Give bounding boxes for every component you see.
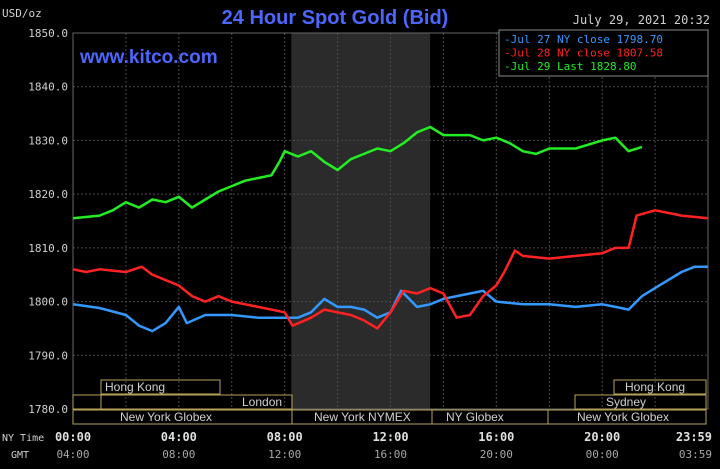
y-tick-label: 1810.0 bbox=[28, 242, 68, 255]
session-ny-globex-3-label: New York Globex bbox=[577, 410, 669, 424]
legend-box bbox=[498, 29, 709, 77]
y-tick-label: 1840.0 bbox=[28, 81, 68, 94]
legend-item: -Jul 27 NY close 1798.70 bbox=[504, 33, 663, 46]
gmt-axis-label: GMT bbox=[11, 450, 29, 461]
ny-time-tick: 23:59 bbox=[676, 430, 712, 444]
chart-title: 24 Hour Spot Gold (Bid) bbox=[222, 7, 449, 29]
session-london-label: London bbox=[242, 395, 282, 409]
gmt-tick: 16:00 bbox=[374, 448, 407, 461]
y-tick-label: 1830.0 bbox=[28, 134, 68, 147]
session-hong-kong-2-label: Hong Kong bbox=[625, 380, 685, 394]
series-line-3 bbox=[72, 125, 643, 220]
gmt-tick: 04:00 bbox=[56, 448, 89, 461]
ny-time-tick: 08:00 bbox=[267, 430, 303, 444]
gmt-tick: 03:59 bbox=[679, 448, 712, 461]
unit-label: USD/oz bbox=[2, 7, 42, 20]
gmt-tick: 00:00 bbox=[586, 448, 619, 461]
ny-time-tick: 20:00 bbox=[584, 430, 620, 444]
session-sydney bbox=[574, 394, 707, 410]
session-ny-nymex-label: New York NYMEX bbox=[314, 410, 411, 424]
ny-time-tick: 00:00 bbox=[55, 430, 91, 444]
y-tick-label: 1800.0 bbox=[28, 296, 68, 309]
session-left-stub bbox=[72, 394, 102, 410]
session-ny-globex-3 bbox=[547, 409, 707, 425]
session-ny-globex-2-label: NY Globex bbox=[446, 410, 504, 424]
grid-lines bbox=[73, 32, 708, 410]
ny-time-axis-label: NY Time bbox=[2, 433, 44, 444]
y-tick-labels: 1850.0 1840.0 1830.0 1820.0 1810.0 1800.0 1790… bbox=[28, 27, 68, 416]
legend-item: -Jul 29 Last 1828.80 bbox=[504, 60, 636, 73]
y-tick-label: 1850.0 bbox=[28, 27, 68, 40]
session-hong-kong-1 bbox=[100, 379, 221, 395]
ny-time-tick: 16:00 bbox=[478, 430, 514, 444]
x-tick-labels: 00:00 04:00 08:00 12:00 16:00 20:00 23:59 04:00… bbox=[55, 430, 712, 461]
session-hong-kong-1-label: Hong Kong bbox=[105, 380, 165, 394]
session-sydney-label: Sydney bbox=[606, 395, 646, 409]
gmt-tick: 12:00 bbox=[268, 448, 301, 461]
gmt-tick: 08:00 bbox=[162, 448, 195, 461]
plot-frame bbox=[72, 32, 709, 410]
session-london bbox=[100, 394, 293, 410]
y-tick-label: 1780.0 bbox=[28, 403, 68, 416]
chart-datetime: July 29, 2021 20:32 bbox=[573, 13, 710, 27]
series-line-1 bbox=[72, 265, 708, 333]
y-tick-label: 1820.0 bbox=[28, 188, 68, 201]
legend-item: -Jul 28 NY close 1807.58 bbox=[504, 47, 663, 60]
legend: -Jul 27 NY close 1798.70-Jul 28 NY close… bbox=[504, 33, 663, 73]
series-line-2 bbox=[72, 209, 709, 330]
gmt-tick: 20:00 bbox=[480, 448, 513, 461]
ny-time-tick: 04:00 bbox=[161, 430, 197, 444]
series-lines bbox=[72, 125, 709, 333]
session-hong-kong-2 bbox=[613, 379, 707, 395]
market-hours-shade bbox=[291, 33, 431, 409]
ny-time-tick: 12:00 bbox=[372, 430, 408, 444]
y-tick-label: 1790.0 bbox=[28, 349, 68, 362]
trading-sessions: Hong Kong Hong Kong London Sydney New Yo… bbox=[72, 379, 707, 425]
kitco-watermark: www.kitco.com bbox=[79, 47, 218, 68]
session-ny-globex-1-label: New York Globex bbox=[120, 410, 212, 424]
